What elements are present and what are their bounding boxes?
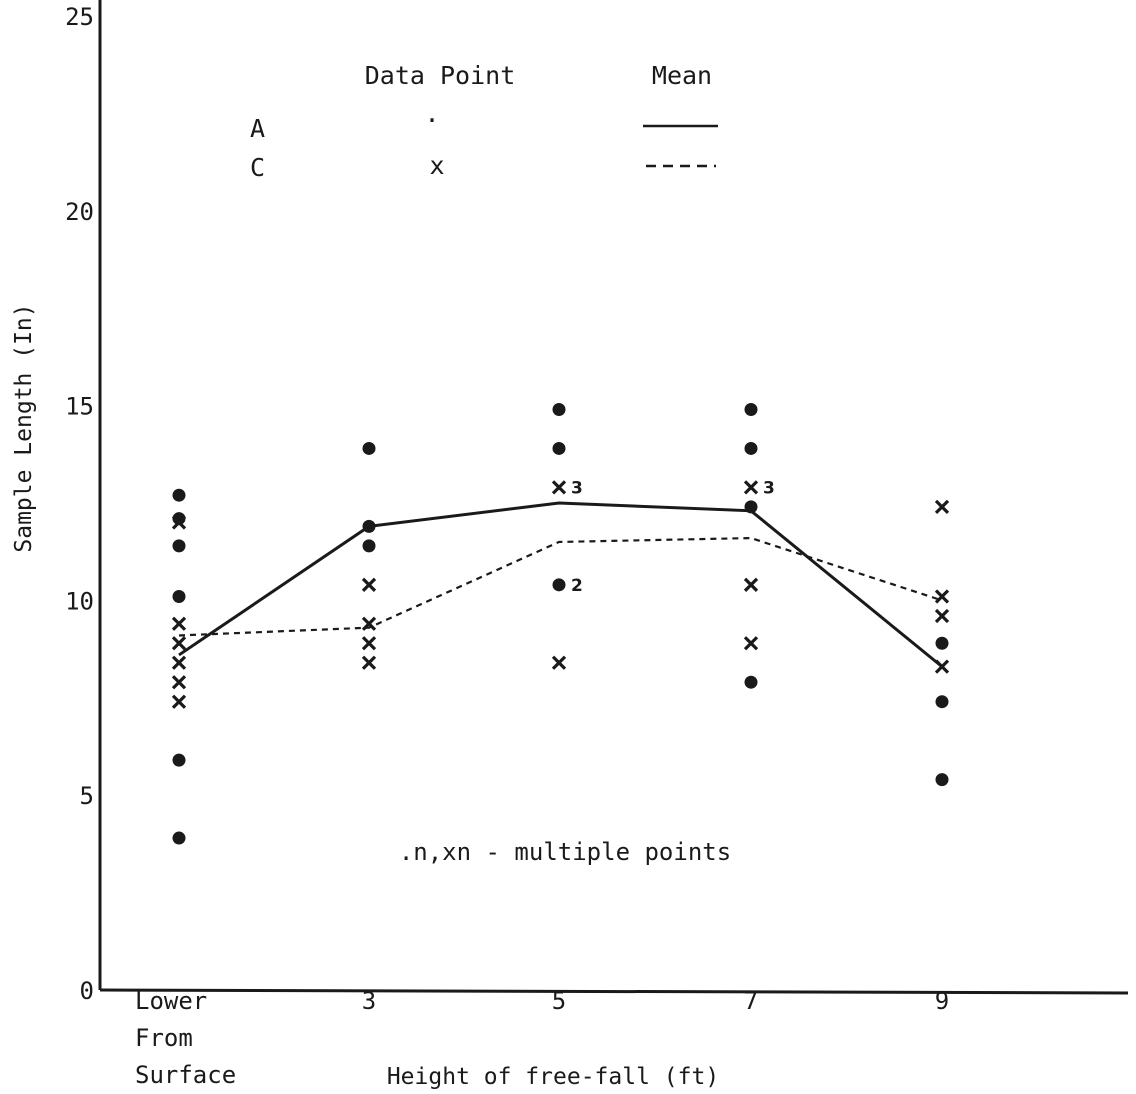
mean-line-c — [178, 536, 943, 637]
legend-label-c: C — [250, 153, 265, 182]
y-tick-label: 15 — [65, 393, 94, 421]
point-c — [361, 616, 377, 631]
axes — [98, 0, 1129, 995]
point-c — [171, 675, 187, 690]
point-a — [172, 488, 186, 502]
x-axis-title: Height of free-fall (ft) — [387, 1064, 719, 1090]
point-a — [935, 695, 949, 709]
point-c — [361, 655, 377, 670]
legend-header-data-point: Data Point — [365, 61, 516, 90]
point-c — [934, 589, 950, 604]
point-c — [171, 694, 187, 709]
point-c — [171, 616, 187, 631]
point-c — [361, 636, 377, 651]
point-a — [744, 441, 758, 455]
x-tick-label: 9 — [935, 987, 949, 1015]
point-a — [362, 519, 376, 533]
point-a — [362, 441, 376, 455]
y-tick-label: 25 — [65, 3, 94, 31]
x-tick-label: Lower From Surface — [135, 987, 236, 1089]
multiplicity-label: 2 — [571, 576, 583, 596]
point-a — [744, 402, 758, 416]
legend-marker-a: . — [424, 99, 439, 128]
x-axis — [99, 988, 1129, 995]
multiple-points-note: .n,xn - multiple points — [399, 838, 731, 866]
y-tick-label: 20 — [65, 198, 94, 226]
point-a — [172, 831, 186, 845]
y-tick-label: 10 — [65, 587, 94, 615]
legend-marker-c: x — [429, 151, 444, 180]
multiplicity-label: 3 — [571, 478, 583, 498]
point-c — [743, 636, 759, 651]
point-a — [552, 441, 566, 455]
point-c — [171, 655, 187, 670]
y-tick-label: 5 — [80, 782, 94, 810]
x-tick-label: 3 — [362, 987, 376, 1015]
y-tick-labels: 0 5 10 15 20 25 — [65, 3, 94, 1005]
point-a — [172, 590, 186, 604]
x-tick-label: 5 — [552, 987, 566, 1015]
point-c — [171, 636, 187, 651]
point-c — [743, 577, 759, 592]
point-c — [934, 659, 950, 674]
x-tick-labels: Lower From Surface 3 5 7 9 — [135, 987, 949, 1089]
point-a — [172, 512, 186, 526]
y-axis-title: Sample Length (In) — [11, 303, 37, 552]
point-c — [934, 608, 950, 624]
point-a — [362, 539, 376, 553]
point-a — [172, 539, 186, 553]
legend-label-a: A — [250, 114, 265, 143]
point-c — [551, 655, 567, 670]
point-c — [361, 577, 377, 592]
point-a — [744, 675, 758, 689]
y-tick-label: 0 — [80, 977, 94, 1005]
multiplicity-label: 3 — [763, 478, 775, 498]
point-a — [552, 578, 566, 592]
point-c — [743, 480, 759, 495]
point-c — [551, 480, 567, 495]
data-points: 2 3 3 — [171, 402, 950, 845]
mean-line-a — [178, 501, 943, 668]
point-a — [172, 753, 186, 767]
x-tick-label: 7 — [744, 987, 758, 1015]
mean-lines — [178, 501, 943, 668]
point-c — [934, 499, 950, 515]
point-a — [935, 773, 949, 787]
legend-header-mean: Mean — [652, 61, 712, 90]
point-a — [744, 500, 758, 514]
point-a — [552, 402, 566, 416]
legend: Data Point Mean A C . x — [250, 61, 718, 182]
point-a — [935, 636, 949, 650]
point-c — [171, 515, 187, 530]
